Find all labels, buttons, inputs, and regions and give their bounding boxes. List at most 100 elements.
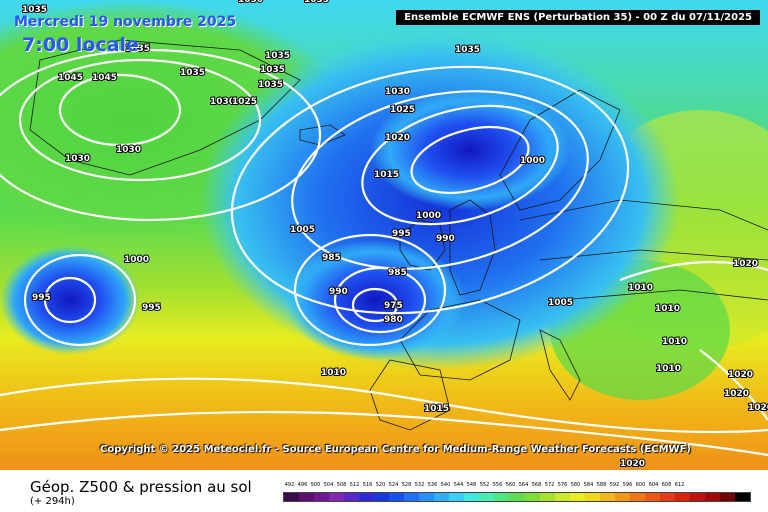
scandinavia-coast <box>499 89 621 211</box>
scale-color-swatch <box>524 493 540 501</box>
britain-coast <box>449 199 496 296</box>
scale-tick-label: 524 <box>388 482 399 488</box>
scale-tick-label: 612 <box>674 482 685 488</box>
pressure-label: 1020 <box>748 403 768 413</box>
pressure-label: 995 <box>142 303 161 313</box>
pressure-label: 1015 <box>374 170 399 180</box>
isobar-1035 <box>18 58 262 182</box>
scale-color-swatch <box>479 493 495 501</box>
scale-tick-label: 584 <box>583 482 594 488</box>
scale-tick-label: 492 <box>284 482 295 488</box>
scale-color-swatch <box>284 493 300 501</box>
scale-tick-label: 580 <box>570 482 581 488</box>
isobar-1015-south <box>0 410 768 457</box>
copyright-notice: Copyright © 2025 Meteociel.fr - Source E… <box>100 444 691 455</box>
color-scale-bar <box>283 492 751 502</box>
pressure-label: 1030 <box>65 154 90 164</box>
isobar-1025 <box>230 65 630 315</box>
isobar-975 <box>351 287 399 323</box>
scale-color-swatch <box>329 493 345 501</box>
pressure-label: 1025 <box>390 105 415 115</box>
france-coast <box>399 299 521 381</box>
isobar-995-west <box>43 276 97 324</box>
pressure-label: 1045 <box>58 73 83 83</box>
isobar-1015-east <box>619 260 768 282</box>
pressure-label-layer: 1035 1030 1045 1045 1035 1035 1035 1035 1030 1025… <box>21 0 768 470</box>
pressure-label: 1030 <box>385 87 410 97</box>
italy-coast <box>539 329 581 401</box>
scale-color-swatch <box>554 493 570 501</box>
pressure-label: 1000 <box>416 211 441 221</box>
scale-color-swatch <box>449 493 465 501</box>
pressure-label: 1035 <box>265 51 290 61</box>
isobar-1020-east <box>699 349 768 421</box>
pressure-label: 1005 <box>290 225 315 235</box>
scale-tick-label: 532 <box>414 482 425 488</box>
scale-color-swatch <box>674 493 690 501</box>
scale-color-swatch <box>689 493 705 501</box>
scale-color-swatch <box>659 493 675 501</box>
pressure-label: 975 <box>384 301 403 311</box>
scale-tick-label: 596 <box>622 482 633 488</box>
pressure-label: 1030 <box>116 145 141 155</box>
isobar-1000-west <box>23 253 137 347</box>
pressure-label: 1020 <box>385 133 410 143</box>
scale-color-swatch <box>734 493 750 501</box>
pressure-label: 1005 <box>548 298 573 308</box>
isobar-1015 <box>361 104 559 226</box>
isobar-995 <box>293 233 447 347</box>
scale-color-swatch <box>599 493 615 501</box>
scale-color-swatch <box>569 493 585 501</box>
scale-tick-label: 516 <box>362 482 373 488</box>
forecast-date: Mercredi 19 novembre 2025 <box>14 14 237 30</box>
scale-tick-label: 520 <box>375 482 386 488</box>
pressure-label: 1025 <box>232 97 257 107</box>
isobar-1030 <box>0 48 322 222</box>
scale-color-swatch <box>404 493 420 501</box>
pressure-label: 1035 <box>180 68 205 78</box>
coastlines <box>29 39 768 431</box>
pressure-label: 1020 <box>733 259 758 269</box>
legend-footer: Géop. Z500 & pression au sol (+ 294h) 49… <box>0 470 768 512</box>
weather-map: 1035 1030 1045 1045 1035 1035 1035 1035 1030 1025… <box>0 0 768 470</box>
scale-tick-label: 552 <box>479 482 490 488</box>
scale-tick-label: 500 <box>310 482 321 488</box>
scale-tick-label: 588 <box>596 482 607 488</box>
pressure-label: 985 <box>322 253 341 263</box>
scale-color-swatch <box>419 493 435 501</box>
product-title: Géop. Z500 & pression au sol <box>30 478 252 496</box>
pressure-label: 1015 <box>424 404 449 414</box>
scale-color-swatch <box>434 493 450 501</box>
scale-tick-label: 508 <box>336 482 347 488</box>
scale-color-swatch <box>464 493 480 501</box>
scale-color-swatch <box>359 493 375 501</box>
scale-color-swatch <box>584 493 600 501</box>
pressure-label: 1010 <box>656 364 681 374</box>
scale-tick-label: 604 <box>648 482 659 488</box>
pressure-label: 1035 <box>22 5 47 15</box>
pressure-label: 1010 <box>321 368 346 378</box>
ireland-coast <box>399 219 446 271</box>
scale-tick-label: 536 <box>427 482 438 488</box>
scale-tick-label: 548 <box>466 482 477 488</box>
pressure-label: 1045 <box>92 73 117 83</box>
pressure-label: 1035 <box>304 0 329 5</box>
pressure-label: 980 <box>384 315 403 325</box>
pressure-label: 1010 <box>662 337 687 347</box>
scale-color-swatch <box>314 493 330 501</box>
pressure-label: 1010 <box>628 283 653 293</box>
iberia-coast <box>369 359 451 431</box>
scale-tick-label: 528 <box>401 482 412 488</box>
lead-time: (+ 294h) <box>30 496 75 507</box>
pressure-label: 1035 <box>455 45 480 55</box>
west-atlantic-low-core <box>0 245 140 355</box>
scale-color-swatch <box>704 493 720 501</box>
scale-color-swatch <box>494 493 510 501</box>
scale-tick-label: 600 <box>635 482 646 488</box>
scale-color-swatch <box>374 493 390 501</box>
scale-color-swatch <box>629 493 645 501</box>
pressure-label: 990 <box>436 234 455 244</box>
pressure-label: 1000 <box>520 156 545 166</box>
scale-tick-label: 564 <box>518 482 529 488</box>
scale-tick-label: 556 <box>492 482 503 488</box>
